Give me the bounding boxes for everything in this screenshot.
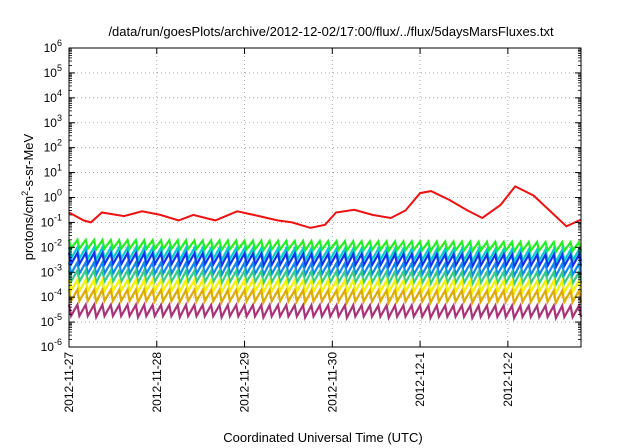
y-tick-label: 10-6 bbox=[41, 337, 62, 354]
y-tick-label: 100 bbox=[44, 188, 62, 205]
x-axis-label: Coordinated Universal Time (UTC) bbox=[223, 430, 422, 445]
x-tick-label: 2012-11-28 bbox=[150, 352, 164, 413]
y-tick-label: 10-3 bbox=[41, 262, 62, 279]
y-tick-label: 106 bbox=[44, 38, 62, 55]
axis-ticks bbox=[68, 47, 581, 348]
x-tick-label: 2012-11-30 bbox=[325, 352, 339, 413]
series-line-0 bbox=[68, 185, 582, 229]
y-tick-label: 104 bbox=[44, 88, 62, 105]
y-tick-label: 10-2 bbox=[41, 237, 62, 254]
y-tick-label: 105 bbox=[44, 63, 62, 80]
x-tick-label: 2012-12-2 bbox=[501, 352, 515, 407]
series-line-3 bbox=[67, 249, 583, 271]
y-axis-label: protons/cm2-s-sr-MeV bbox=[20, 133, 36, 260]
chart-title: /data/run/goesPlots/archive/2012-12-02/1… bbox=[108, 24, 554, 39]
y-axis-label-sup: 2 bbox=[20, 191, 30, 196]
series-line-5 bbox=[67, 267, 583, 288]
y-tick-label: 10-5 bbox=[41, 312, 62, 329]
y-tick-label: 102 bbox=[44, 138, 62, 155]
y-tick-labels: 10-6 10-5 10-4 10-3 10-2 10-1 100 101 102 103 104 1… bbox=[41, 38, 62, 354]
y-tick-label: 101 bbox=[44, 163, 62, 180]
series-line-1 bbox=[67, 237, 583, 255]
series-line-7 bbox=[67, 286, 583, 307]
series-layer bbox=[67, 185, 583, 322]
y-tick-label: 103 bbox=[44, 113, 62, 130]
series-line-8 bbox=[67, 301, 583, 322]
x-tick-labels: 2012-11-27 2012-11-28 2012-11-29 2012-11-30… bbox=[62, 352, 515, 413]
y-tick-label: 10-4 bbox=[41, 287, 62, 304]
series-line-6 bbox=[67, 276, 583, 297]
x-tick-label: 2012-11-27 bbox=[62, 352, 76, 413]
series-line-4 bbox=[67, 259, 583, 280]
y-tick-label: 10-1 bbox=[41, 212, 62, 229]
x-tick-label: 2012-11-29 bbox=[238, 352, 252, 413]
x-tick-label: 2012-12-1 bbox=[413, 352, 427, 407]
